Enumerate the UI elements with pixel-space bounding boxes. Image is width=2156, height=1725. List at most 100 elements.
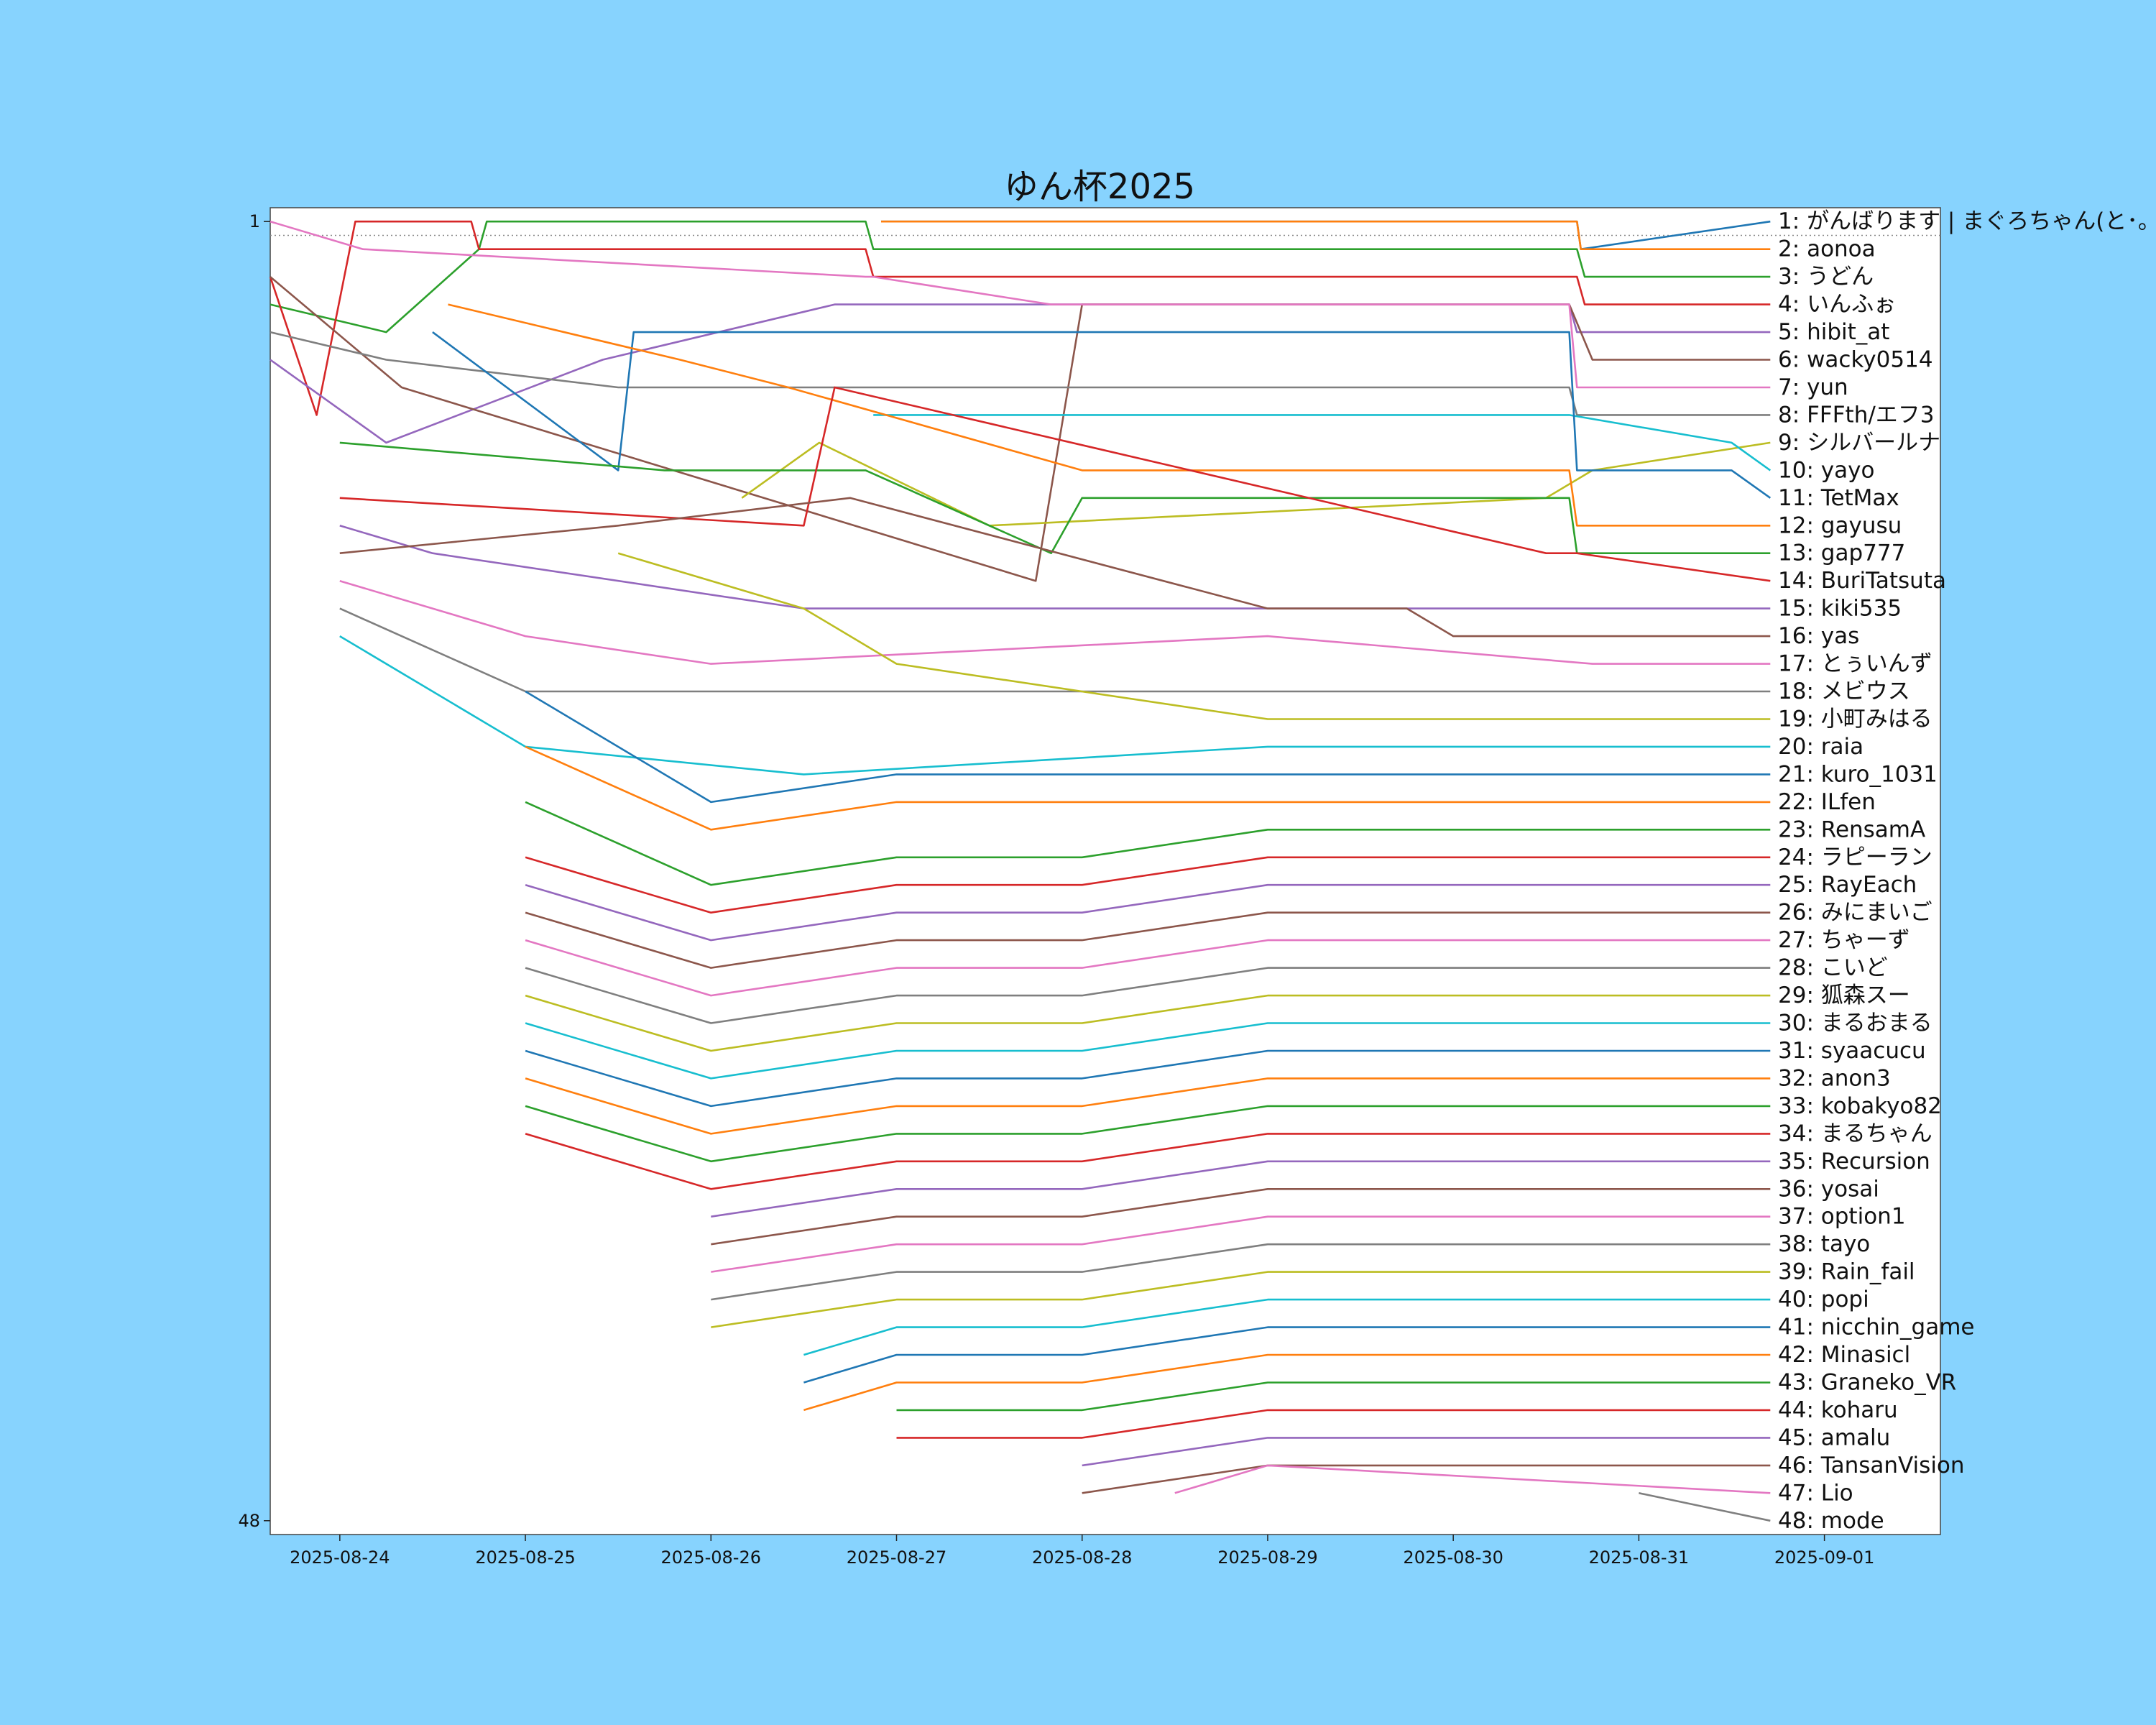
rank-label: 41: nicchin_game: [1778, 1315, 1974, 1340]
rank-label: 1: がんばります | まぐろちゃん(と･。てノ): [1778, 208, 2156, 234]
x-axis: 2025-08-24 2025-08-25 2025-08-26 2025-08-27…: [290, 1535, 1874, 1568]
series-line-19: [617, 552, 1771, 720]
rank-label: 23: RensamA: [1778, 816, 1925, 842]
series-line-3: [270, 220, 1771, 334]
series-line-9: [741, 441, 1771, 527]
rank-label: 19: 小町みはる: [1778, 706, 1932, 732]
series-line-17: [339, 579, 1771, 665]
x-tick-label: 2025-08-26: [661, 1547, 761, 1568]
rank-label: 35: Recursion: [1778, 1149, 1930, 1174]
rank-label: 36: yosai: [1778, 1176, 1879, 1202]
rank-label: 4: いんふぉ: [1778, 292, 1896, 318]
series-line-10: [873, 414, 1772, 472]
y-tick-label: 1: [249, 211, 260, 231]
series-line-18: [339, 607, 1771, 693]
series-line-33: [525, 1105, 1771, 1163]
series-line-21: [525, 690, 1771, 804]
series-group: [269, 220, 1772, 1522]
rank-label: 29: 狐森スー: [1778, 983, 1910, 1008]
series-line-5: [270, 303, 1771, 444]
series-line-40: [803, 1298, 1771, 1356]
rank-label: 32: anon3: [1778, 1065, 1891, 1091]
x-tick-label: 2025-08-24: [290, 1547, 390, 1568]
series-line-34: [525, 1133, 1771, 1190]
rank-label: 38: tayo: [1778, 1231, 1870, 1257]
rank-label: 20: raia: [1778, 734, 1864, 760]
rank-label: 46: TansanVision: [1778, 1453, 1965, 1478]
rank-label: 26: みにまいご: [1778, 900, 1932, 926]
x-tick-label: 2025-08-30: [1403, 1547, 1503, 1568]
rank-label: 14: BuriTatsuta: [1778, 568, 1946, 594]
rank-label: 25: RayEach: [1778, 872, 1917, 898]
rank-label: 9: シルバールナ: [1778, 430, 1940, 456]
series-line-12: [448, 303, 1771, 527]
series-line-16: [339, 497, 1771, 638]
x-tick-label: 2025-08-25: [475, 1547, 575, 1568]
rank-label: 11: TetMax: [1778, 485, 1899, 511]
rank-label: 21: kuro_1031: [1778, 761, 1938, 787]
y-axis: 1 48: [238, 211, 270, 1531]
rank-label: 45: amalu: [1778, 1425, 1890, 1450]
rank-label: 28: こいど: [1778, 955, 1888, 981]
rank-label: 18: メビウス: [1778, 678, 1910, 704]
series-line-11: [432, 331, 1772, 499]
series-line-8: [270, 331, 1771, 416]
series-line-23: [525, 801, 1771, 886]
series-line-15: [339, 525, 1771, 610]
series-line-47: [1174, 1464, 1771, 1494]
x-tick-label: 2025-09-01: [1774, 1547, 1874, 1568]
rank-label: 24: ラピーラン: [1778, 845, 1932, 870]
rank-label: 27: ちゃーず: [1778, 927, 1910, 953]
rank-label: 8: FFFth/エフ3: [1778, 402, 1934, 428]
x-tick-label: 2025-08-28: [1032, 1547, 1132, 1568]
rank-label: 12: gayusu: [1778, 512, 1902, 538]
rank-label: 30: まるおまる: [1778, 1011, 1932, 1036]
rank-label: 42: Minasicl: [1778, 1342, 1910, 1368]
series-line-27: [525, 939, 1771, 997]
y-tick-label: 48: [238, 1511, 260, 1531]
chart-title: ゆん杯2025: [1004, 167, 1195, 207]
series-line-35: [711, 1160, 1771, 1218]
series-line-38: [711, 1243, 1771, 1301]
series-line-48: [1639, 1492, 1771, 1522]
x-tick-label: 2025-08-31: [1589, 1547, 1689, 1568]
series-line-44: [896, 1409, 1771, 1439]
rank-label: 44: koharu: [1778, 1397, 1898, 1423]
rank-label: 43: Graneko_VR: [1778, 1369, 1956, 1395]
series-line-7: [270, 220, 1771, 389]
series-line-29: [525, 994, 1771, 1052]
rank-label: 13: gap777: [1778, 540, 1905, 566]
rank-label: 15: kiki535: [1778, 596, 1902, 622]
rank-label: 10: yayo: [1778, 457, 1874, 483]
rank-label: 40: popi: [1778, 1287, 1869, 1312]
series-line-14: [339, 386, 1771, 582]
series-line-32: [525, 1077, 1771, 1135]
series-line-37: [711, 1215, 1771, 1273]
rank-label: 34: まるちゃん: [1778, 1121, 1932, 1146]
rank-label: 37: option1: [1778, 1204, 1906, 1230]
series-line-41: [803, 1326, 1771, 1384]
rank-label: 2: aonoa: [1778, 236, 1876, 262]
series-line-20: [339, 635, 1771, 776]
series-line-2: [881, 220, 1771, 251]
series-line-42: [803, 1353, 1771, 1412]
plot-area: [270, 207, 1941, 1535]
series-line-30: [525, 1022, 1771, 1080]
series-line-25: [525, 883, 1771, 942]
series-line-13: [339, 441, 1771, 555]
x-tick-label: 2025-08-29: [1217, 1547, 1317, 1568]
series-line-4: [269, 220, 1771, 416]
rank-label: 22: ILfen: [1778, 789, 1876, 815]
rank-label: 33: kobakyo82: [1778, 1093, 1942, 1119]
rank-label: 5: hibit_at: [1778, 319, 1889, 345]
rank-label: 7: yun: [1778, 374, 1848, 400]
series-line-31: [525, 1049, 1771, 1108]
series-line-36: [711, 1188, 1771, 1246]
series-line-39: [711, 1271, 1771, 1328]
series-line-26: [525, 911, 1771, 969]
series-line-28: [525, 967, 1771, 1024]
rank-label: 17: とぅいんず: [1778, 651, 1932, 677]
rank-label: 16: yas: [1778, 623, 1859, 649]
